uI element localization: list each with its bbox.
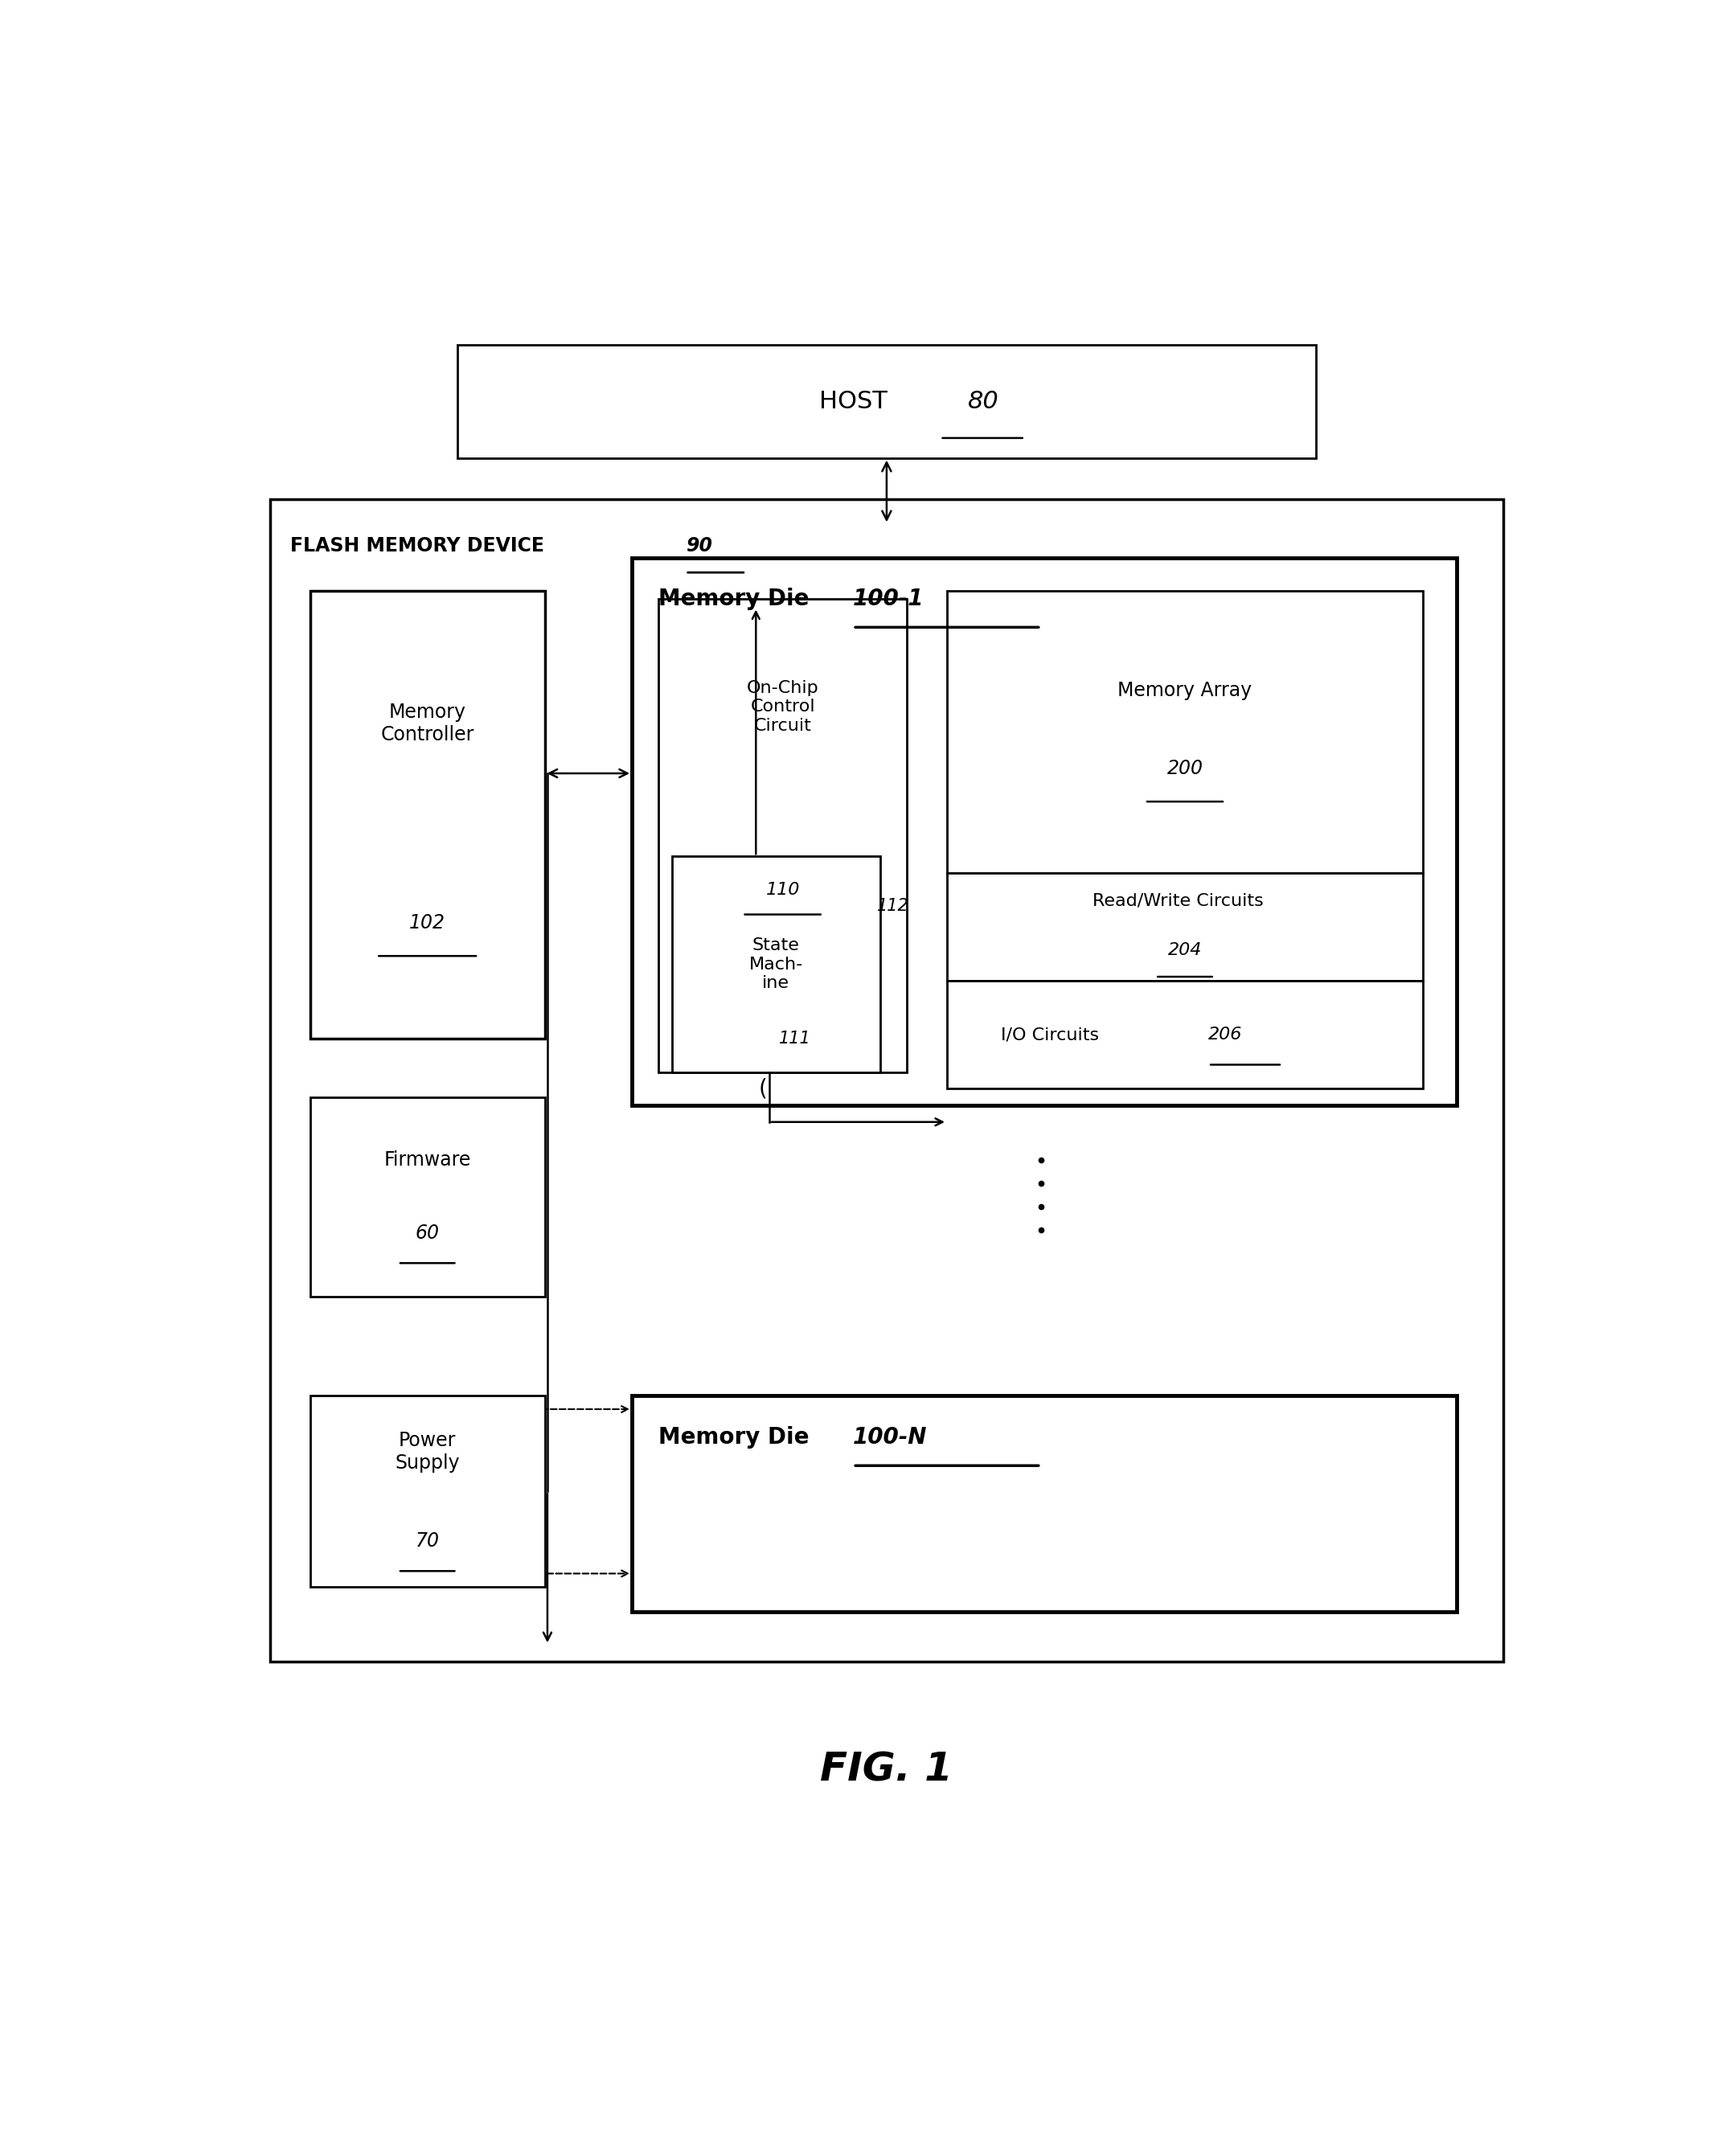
Text: 200: 200 — [1166, 759, 1202, 778]
Text: 110: 110 — [766, 882, 799, 897]
Text: Read/Write Circuits: Read/Write Circuits — [1093, 893, 1263, 908]
Text: 206: 206 — [1208, 1026, 1242, 1044]
Text: Memory
Controller: Memory Controller — [381, 703, 474, 744]
Bar — [946, 873, 1422, 981]
Text: Memory Die: Memory Die — [659, 586, 810, 610]
Text: On-Chip
Control
Circuit: On-Chip Control Circuit — [747, 681, 818, 733]
Text: Firmware: Firmware — [384, 1151, 471, 1171]
Bar — [310, 1395, 545, 1587]
Text: FLASH MEMORY DEVICE: FLASH MEMORY DEVICE — [291, 537, 543, 556]
Text: 80: 80 — [967, 390, 998, 414]
Text: Memory Die: Memory Die — [659, 1425, 810, 1449]
Text: Power
Supply: Power Supply — [394, 1432, 460, 1473]
Text: State
Mach-
ine: State Mach- ine — [749, 938, 803, 992]
Text: Memory Array: Memory Array — [1118, 681, 1253, 701]
Text: 111: 111 — [778, 1031, 811, 1048]
Text: 100-1: 100-1 — [853, 586, 924, 610]
Text: (: ( — [758, 1078, 766, 1100]
Text: 204: 204 — [1168, 942, 1202, 957]
Text: 100-N: 100-N — [853, 1425, 927, 1449]
Text: 102: 102 — [410, 914, 446, 931]
Bar — [310, 591, 545, 1039]
Bar — [310, 1097, 545, 1296]
Bar — [631, 558, 1457, 1106]
Text: 60: 60 — [415, 1225, 439, 1242]
Text: I/O Circuits: I/O Circuits — [1000, 1026, 1099, 1044]
Text: FIG. 1: FIG. 1 — [820, 1751, 953, 1789]
Text: 112: 112 — [877, 899, 910, 914]
Bar — [946, 981, 1422, 1089]
Bar — [631, 1395, 1457, 1613]
Bar — [659, 599, 907, 1072]
Text: 70: 70 — [415, 1531, 439, 1550]
Bar — [946, 591, 1422, 873]
Bar — [270, 500, 1503, 1662]
Bar — [457, 345, 1317, 457]
Bar — [671, 856, 881, 1072]
Text: HOST: HOST — [818, 390, 887, 414]
Text: 90: 90 — [685, 537, 713, 556]
